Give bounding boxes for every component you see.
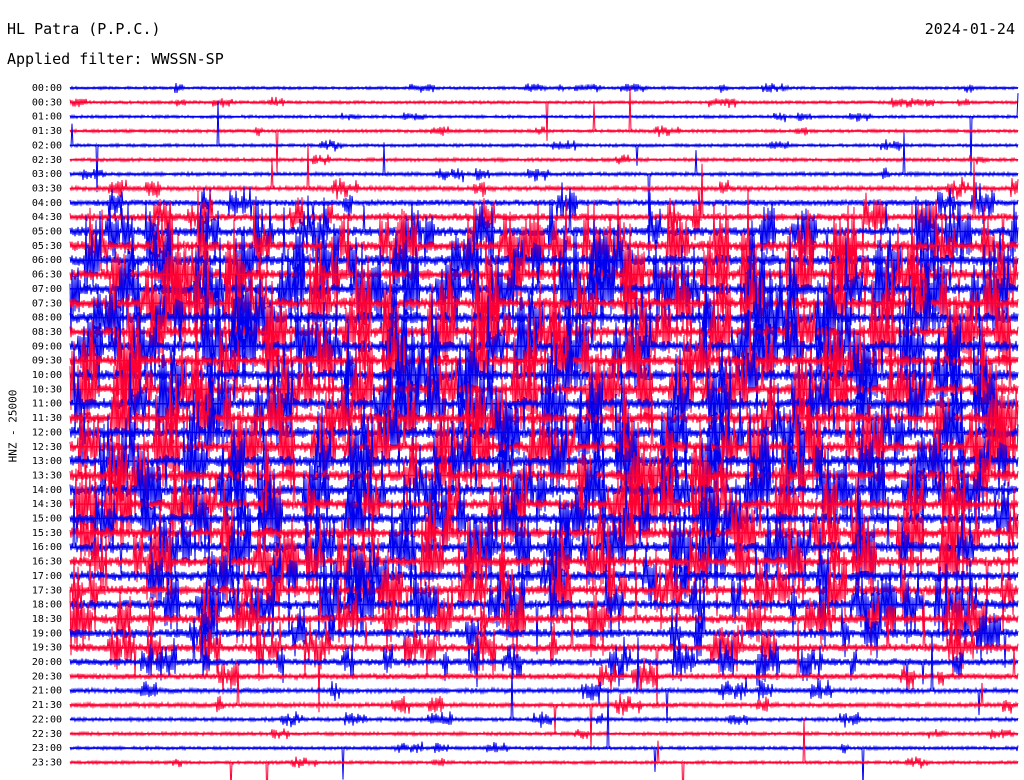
trace-row	[69, 668, 1019, 728]
tick-label-group: 00:00 00:30 01:00 01:30 02:00 02:30 03:00 03:30…	[32, 83, 62, 768]
row-time-label: 02:30	[32, 155, 62, 166]
row-time-label: 09:30	[32, 356, 62, 367]
trace-row	[69, 87, 1019, 173]
station-title: HL Patra (P.P.C.)	[7, 20, 161, 38]
row-time-label: 13:00	[32, 456, 62, 467]
row-time-label: 16:30	[32, 557, 62, 568]
trace-row	[69, 144, 1019, 211]
row-time-label: 19:00	[32, 628, 62, 639]
row-time-label: 21:30	[32, 700, 62, 711]
trace-row	[69, 522, 1019, 634]
row-time-label: 16:00	[32, 542, 62, 553]
trace-row	[69, 347, 1019, 463]
row-time-label: 10:00	[32, 370, 62, 381]
row-time-label: 17:30	[32, 585, 62, 596]
row-time-label: 04:00	[32, 198, 62, 209]
trace-row	[69, 393, 1019, 517]
trace-group	[69, 83, 1019, 780]
row-time-label: 07:00	[32, 284, 62, 295]
row-time-label: 21:00	[32, 686, 62, 697]
row-time-label: 04:30	[32, 212, 62, 223]
row-time-label: 14:30	[32, 499, 62, 510]
row-time-label: 00:00	[32, 83, 62, 94]
row-time-label: 20:30	[32, 671, 62, 682]
trace-row	[69, 468, 1019, 572]
row-time-label: 02:00	[32, 140, 62, 151]
trace-row	[69, 188, 1019, 299]
row-time-label: 14:00	[32, 485, 62, 496]
trace-row	[69, 622, 1019, 695]
row-time-label: 12:30	[32, 442, 62, 453]
trace-row	[69, 608, 1019, 692]
trace-row	[69, 566, 1019, 678]
row-time-label: 11:30	[32, 413, 62, 424]
row-time-label: 10:30	[32, 384, 62, 395]
trace-row	[69, 404, 1019, 521]
row-time-label: 09:00	[32, 341, 62, 352]
row-time-label: 15:30	[32, 528, 62, 539]
row-time-label: 13:30	[32, 470, 62, 481]
trace-row	[69, 717, 1019, 780]
row-time-label: 00:30	[32, 97, 62, 108]
row-time-label: 18:30	[32, 614, 62, 625]
trace-row	[69, 663, 1019, 749]
trace-row	[69, 527, 1019, 619]
row-time-label: 06:30	[32, 270, 62, 281]
row-time-label: 03:30	[32, 183, 62, 194]
row-time-label: 08:00	[32, 313, 62, 324]
trace-row	[69, 187, 1019, 296]
row-time-label: 05:30	[32, 241, 62, 252]
row-time-label: 23:00	[32, 743, 62, 754]
trace-row	[69, 182, 1019, 225]
row-time-label: 15:00	[32, 514, 62, 525]
trace-row	[69, 602, 1019, 713]
row-time-label: 22:00	[32, 714, 62, 725]
trace-row	[69, 93, 1019, 175]
trace-row	[69, 204, 1019, 333]
trace-row	[69, 631, 1019, 724]
row-time-label: 07:30	[32, 298, 62, 309]
trace-row	[69, 96, 1019, 141]
trace-row	[69, 162, 1019, 257]
row-time-label: 12:00	[32, 427, 62, 438]
row-time-label: 19:30	[32, 643, 62, 654]
row-time-label: 17:00	[32, 571, 62, 582]
trace-row	[69, 579, 1019, 671]
filter-label: Applied filter: WWSSN-SP	[7, 50, 224, 68]
trace-row	[69, 100, 1019, 193]
row-time-label: 18:00	[32, 600, 62, 611]
date-label: 2024-01-24	[924, 20, 1015, 38]
row-time-label: 08:30	[32, 327, 62, 338]
row-time-label: 23:30	[32, 757, 62, 768]
row-time-label: 06:00	[32, 255, 62, 266]
row-time-label: 22:30	[32, 729, 62, 740]
trace-row	[69, 728, 1019, 740]
row-time-label: 20:00	[32, 657, 62, 668]
trace-row	[69, 317, 1019, 431]
row-time-label: 01:00	[32, 112, 62, 123]
trace-row	[69, 419, 1019, 560]
trace-row	[69, 545, 1019, 655]
row-time-label: 01:30	[32, 126, 62, 137]
trace-row	[69, 306, 1019, 418]
row-time-label: 05:00	[32, 227, 62, 238]
row-time-label: 11:00	[32, 399, 62, 410]
row-time-label: 03:00	[32, 169, 62, 180]
trace-row	[69, 244, 1019, 360]
